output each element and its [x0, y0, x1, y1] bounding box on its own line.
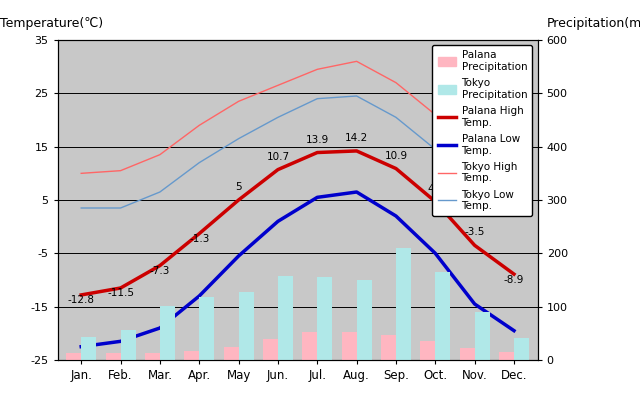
Bar: [514, 338, 529, 360]
Tokyo Low Temp.: [314, 96, 321, 101]
Bar: [342, 332, 356, 360]
Palana High Temp.: [77, 292, 85, 297]
Palana High Temp.: [274, 167, 282, 172]
Line: Tokyo High Temp.: Tokyo High Temp.: [81, 61, 514, 173]
Bar: [356, 280, 372, 360]
Tokyo Low Temp.: [510, 198, 518, 202]
Bar: [420, 341, 435, 360]
Text: Precipitation(mm): Precipitation(mm): [547, 17, 640, 30]
Tokyo High Temp.: [471, 139, 479, 144]
Bar: [199, 297, 214, 360]
Palana High Temp.: [431, 199, 439, 204]
Tokyo High Temp.: [274, 83, 282, 88]
Text: -12.8: -12.8: [68, 294, 95, 304]
Palana High Temp.: [353, 148, 360, 153]
Palana Low Temp.: [471, 302, 479, 306]
Tokyo High Temp.: [195, 123, 203, 128]
Text: 14.2: 14.2: [345, 133, 368, 143]
Tokyo High Temp.: [314, 67, 321, 72]
Tokyo High Temp.: [353, 59, 360, 64]
Tokyo Low Temp.: [116, 206, 124, 210]
Palana Low Temp.: [156, 326, 164, 330]
Bar: [184, 352, 199, 360]
Text: -1.3: -1.3: [189, 234, 209, 244]
Text: -7.3: -7.3: [150, 266, 170, 276]
Text: 5: 5: [236, 182, 242, 192]
Bar: [263, 339, 278, 360]
Tokyo High Temp.: [116, 168, 124, 173]
Legend: Palana
Precipitation, Tokyo
Precipitation, Palana High
Temp., Palana Low
Temp., : Palana Precipitation, Tokyo Precipitatio…: [433, 45, 532, 216]
Bar: [223, 347, 239, 360]
Bar: [317, 277, 332, 360]
Bar: [67, 352, 81, 360]
Bar: [160, 306, 175, 360]
Line: Palana High Temp.: Palana High Temp.: [81, 151, 514, 295]
Tokyo Low Temp.: [77, 206, 85, 210]
Text: -11.5: -11.5: [107, 288, 134, 298]
Text: 10.9: 10.9: [385, 150, 408, 160]
Bar: [106, 353, 120, 360]
Tokyo High Temp.: [431, 112, 439, 117]
Bar: [381, 336, 396, 360]
Tokyo Low Temp.: [274, 115, 282, 120]
Palana Low Temp.: [314, 195, 321, 200]
Bar: [435, 272, 451, 360]
Palana Low Temp.: [510, 328, 518, 333]
Palana High Temp.: [116, 286, 124, 290]
Tokyo Low Temp.: [431, 147, 439, 152]
Bar: [499, 352, 514, 360]
Line: Tokyo Low Temp.: Tokyo Low Temp.: [81, 96, 514, 208]
Bar: [460, 348, 475, 360]
Bar: [239, 292, 253, 360]
Bar: [81, 336, 96, 360]
Tokyo Low Temp.: [471, 176, 479, 181]
Palana Low Temp.: [195, 294, 203, 298]
Tokyo High Temp.: [392, 80, 400, 85]
Bar: [475, 312, 490, 360]
Palana Low Temp.: [353, 190, 360, 194]
Palana High Temp.: [392, 166, 400, 171]
Palana Low Temp.: [235, 254, 243, 258]
Palana Low Temp.: [392, 214, 400, 218]
Bar: [278, 276, 293, 360]
Palana Low Temp.: [77, 344, 85, 349]
Palana High Temp.: [156, 263, 164, 268]
Tokyo High Temp.: [235, 99, 243, 104]
Palana High Temp.: [510, 272, 518, 276]
Palana Low Temp.: [431, 251, 439, 256]
Text: -3.5: -3.5: [465, 227, 485, 237]
Text: 4.7: 4.7: [427, 184, 444, 194]
Tokyo Low Temp.: [353, 94, 360, 98]
Palana High Temp.: [471, 243, 479, 248]
Tokyo Low Temp.: [195, 160, 203, 165]
Tokyo High Temp.: [510, 163, 518, 168]
Palana High Temp.: [195, 231, 203, 236]
Text: 13.9: 13.9: [306, 134, 329, 144]
Text: Temperature(℃): Temperature(℃): [0, 17, 103, 30]
Bar: [396, 248, 411, 360]
Tokyo Low Temp.: [235, 136, 243, 141]
Line: Palana Low Temp.: Palana Low Temp.: [81, 192, 514, 347]
Tokyo High Temp.: [156, 152, 164, 157]
Tokyo High Temp.: [77, 171, 85, 176]
Tokyo Low Temp.: [156, 190, 164, 194]
Text: -8.9: -8.9: [504, 275, 524, 285]
Bar: [145, 352, 160, 360]
Text: 10.7: 10.7: [266, 152, 289, 162]
Palana Low Temp.: [274, 219, 282, 224]
Palana High Temp.: [314, 150, 321, 155]
Tokyo Low Temp.: [392, 115, 400, 120]
Bar: [120, 330, 136, 360]
Bar: [302, 332, 317, 360]
Palana Low Temp.: [116, 339, 124, 344]
Palana High Temp.: [235, 198, 243, 202]
